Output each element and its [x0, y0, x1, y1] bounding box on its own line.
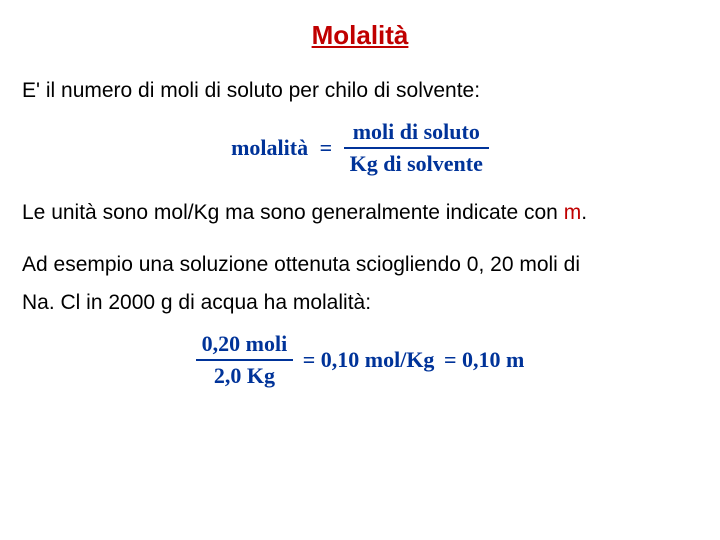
formula-2-eq2: = 0,10 m: [444, 347, 524, 373]
para2-m: m: [564, 201, 582, 224]
formula-2-eq1: = 0,10 mol/Kg: [303, 347, 435, 373]
slide-title: Molalità: [22, 20, 698, 51]
formula-1-lhs: molalità: [231, 135, 308, 161]
formula-2-num: 0,20 moli: [196, 331, 294, 359]
formula-1-den: Kg di solvente: [344, 147, 489, 177]
para2-post: .: [581, 201, 587, 224]
formula-1-eq: =: [320, 135, 333, 161]
formula-2-den: 2,0 Kg: [196, 359, 294, 389]
formula-1-frac: moli di soluto Kg di solvente: [344, 119, 489, 177]
formula-example: 0,20 moli 2,0 Kg = 0,10 mol/Kg = 0,10 m: [22, 331, 698, 389]
paragraph-definition: E' il numero di moli di soluto per chilo…: [22, 79, 698, 103]
paragraph-example-line1: Ad esempio una soluzione ottenuta sciogl…: [22, 253, 698, 277]
formula-molality-def: molalità = moli di soluto Kg di solvente: [22, 119, 698, 177]
paragraph-units: Le unità sono mol/Kg ma sono generalment…: [22, 201, 698, 225]
spacer: [22, 239, 698, 253]
formula-2: 0,20 moli 2,0 Kg = 0,10 mol/Kg = 0,10 m: [196, 331, 525, 389]
para2-pre: Le unità sono mol/Kg ma sono generalment…: [22, 201, 564, 224]
formula-1: molalità = moli di soluto Kg di solvente: [231, 119, 489, 177]
formula-1-num: moli di soluto: [344, 119, 489, 147]
formula-2-frac: 0,20 moli 2,0 Kg: [196, 331, 294, 389]
paragraph-example-line2: Na. Cl in 2000 g di acqua ha molalità:: [22, 291, 698, 315]
